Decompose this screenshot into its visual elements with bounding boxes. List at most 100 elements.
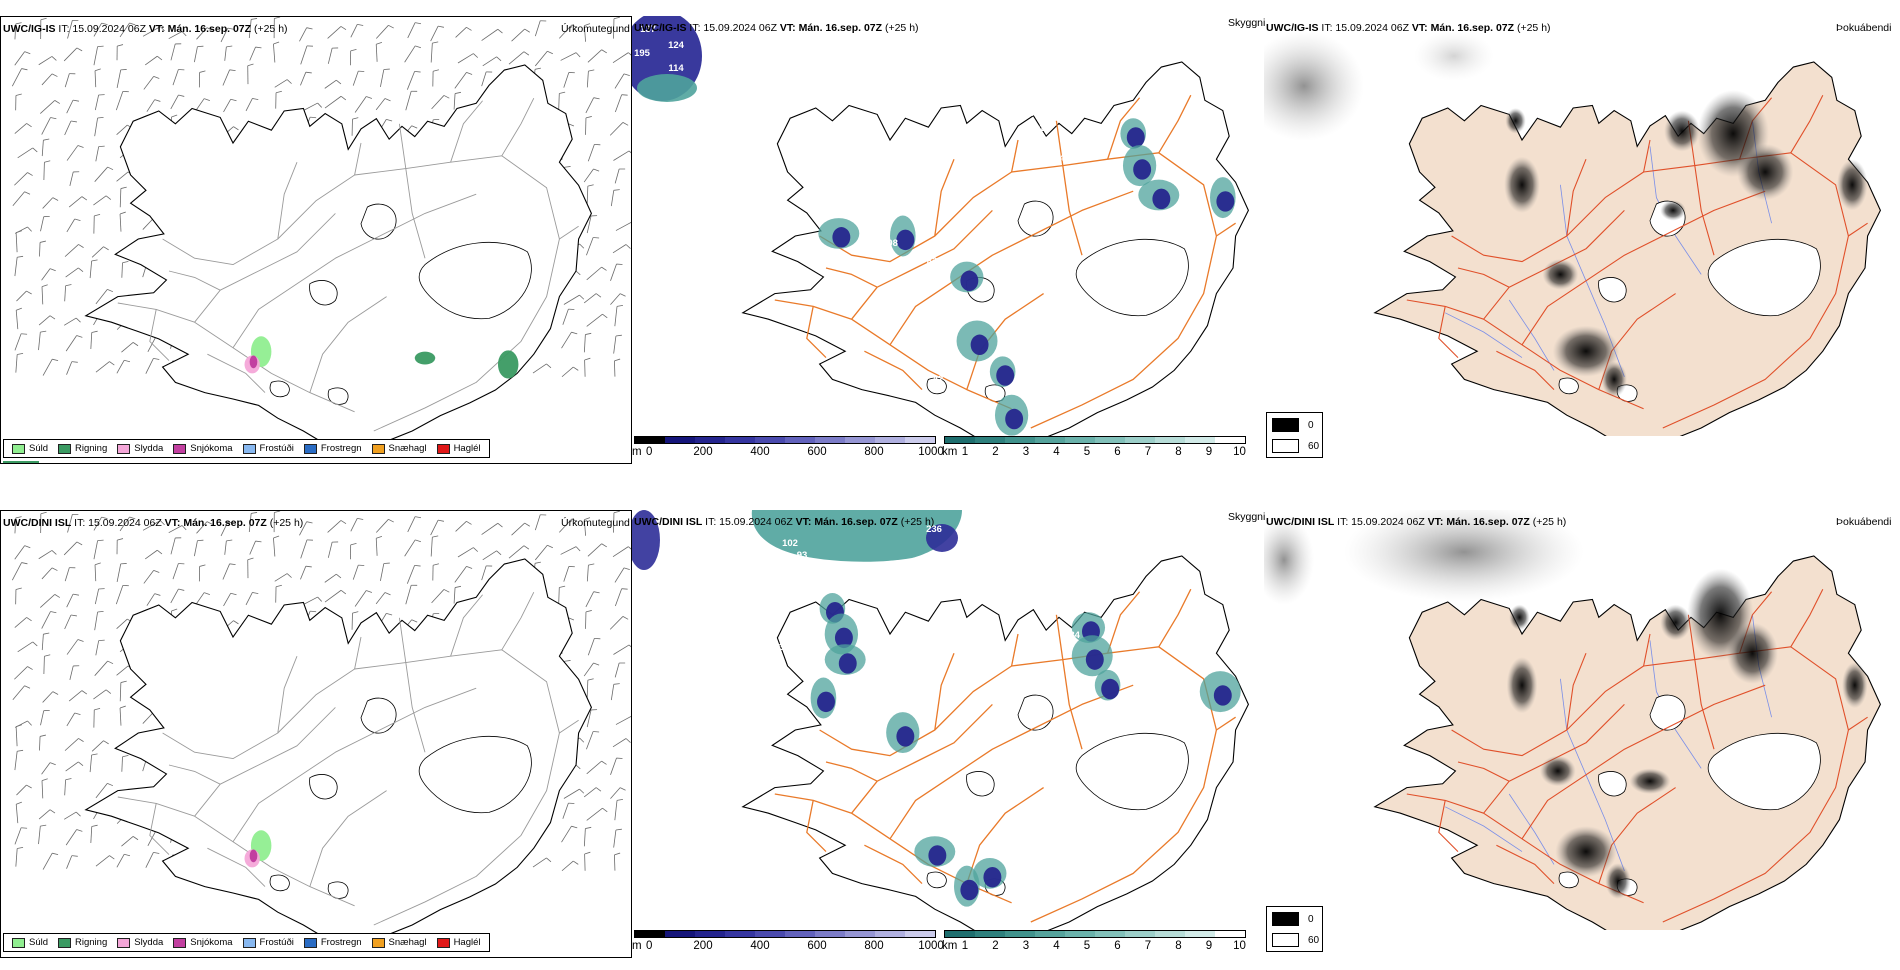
legend-label: Snæhagl [389,937,427,948]
wind-barb-icon [16,231,22,252]
wind-barb-icon [96,146,105,161]
rain-area [415,352,435,365]
colorbar-bin [1215,437,1245,443]
wind-barb-icon [376,25,393,38]
panel-title: UWC/IG-IS IT: 15.09.2024 06Z VT: Mán. 16… [1266,22,1551,34]
wind-barb-icon [42,763,56,775]
wind-barb-icon [15,123,32,133]
wind-barb-icon [483,57,501,66]
wind-barb-icon [328,26,346,38]
wind-barb-icon [587,564,594,582]
wind-barb-icon [376,536,382,555]
fog-area [1505,108,1525,134]
wind-barb-icon [96,856,114,867]
wind-barb-icon [611,264,623,281]
wind-barb-icon [380,563,389,581]
wind-barb-icon [13,192,30,206]
glacier-outline [1650,695,1685,730]
model-name: UWC/DINI ISL [3,517,71,529]
wind-barb-icon [69,197,87,207]
wind-barb-icon [122,261,129,277]
visibility-unit: km [942,940,957,952]
fog-area [1264,31,1364,141]
legend-item: Frostregn [304,443,362,454]
wind-barb-icon [301,540,313,559]
colorbar-bin [815,931,845,937]
legend-label: Snæhagl [389,443,427,454]
cloud-base-label: 102 [1034,90,1050,101]
low-cloud-area [1133,159,1151,179]
wind-barb-icon [194,540,203,556]
wind-barb-icon [67,639,84,654]
wind-barb-icon [116,91,129,110]
ceiling-tick-label: 0 [646,940,652,952]
lead-time: (+25 h) [1517,22,1551,34]
low-cloud-area [1005,409,1023,429]
wind-barb-icon [15,828,27,845]
wind-barb-icon [42,633,49,650]
wind-barb-icon [561,53,581,61]
cloud-base-label: 82 [927,256,938,267]
legend-label: Snjókoma [190,443,232,454]
wind-barb-icon [376,42,382,61]
fog-area [1660,605,1691,641]
colorbar-bin [1155,437,1185,443]
wind-barb-icon [614,853,620,871]
wind-barb-icon [16,94,22,110]
visibility-tick-label: 10 [1233,940,1246,952]
wind-barb-icon [39,825,47,844]
cloud-base-label: 159 [1048,598,1064,609]
wind-barb-icon [405,540,421,556]
wind-barb-icon [587,267,607,280]
wind-barb-icon [616,716,631,724]
cloud-base-label: 48 [775,614,786,625]
wind-barb-icon [433,70,439,87]
cloud-base-label: 76 [885,684,896,695]
wind-barb-icon [171,589,184,603]
visibility-tick-label: 2 [992,446,998,458]
valid-time-label: VT: Mán. 16.sep. 07Z [165,517,267,529]
wind-barb-icon [42,779,48,799]
wind-barb-icon [587,761,607,774]
wind-barb-icon [533,858,551,867]
wind-barb-icon [16,725,22,746]
visibility-tick-label: 1 [962,940,968,952]
visibility-tick-label: 3 [1023,940,1029,952]
low-cloud-area [1127,127,1145,147]
wind-barb-icon [39,331,47,350]
wind-barb-icon [96,362,114,373]
wind-barb-icon [117,854,130,867]
wind-barb-icon [432,589,450,602]
model-name: UWC/IG-IS [634,22,687,34]
fog-area [1414,31,1494,81]
wind-barb-icon [225,540,233,555]
wind-barb-icon [12,563,27,581]
colorbar-bin [1095,931,1125,937]
cloud-base-label: 195 [634,48,651,59]
wind-barb-icon [562,367,578,377]
visibility-tick-label: 5 [1084,446,1090,458]
legend-swatch [12,444,25,454]
wind-barb-icon [145,56,162,65]
wind-barb-icon [117,45,123,61]
wind-barb-icon [95,95,104,110]
wind-barb-icon [586,237,599,255]
wind-barb-icon [64,318,80,325]
wind-barb-icon [171,538,181,554]
glacier-outline [1018,695,1053,730]
wind-barb-icon [92,247,109,258]
wind-barb-icon [432,95,450,108]
wind-barb-icon [325,96,346,108]
wind-barb-icon [40,594,60,607]
wind-barb-icon [15,256,23,276]
wind-barb-icon [171,44,181,60]
wind-barb-icon [350,49,356,65]
wind-barb-icon [42,118,57,135]
wind-barb-icon [66,268,83,277]
iceland-map [86,559,592,948]
wind-barb-icon [584,169,599,182]
wind-barb-icon [94,214,100,233]
wind-barb-icon [586,610,592,628]
ceiling-tick-label: 600 [807,940,826,952]
legend-swatch [243,444,256,454]
